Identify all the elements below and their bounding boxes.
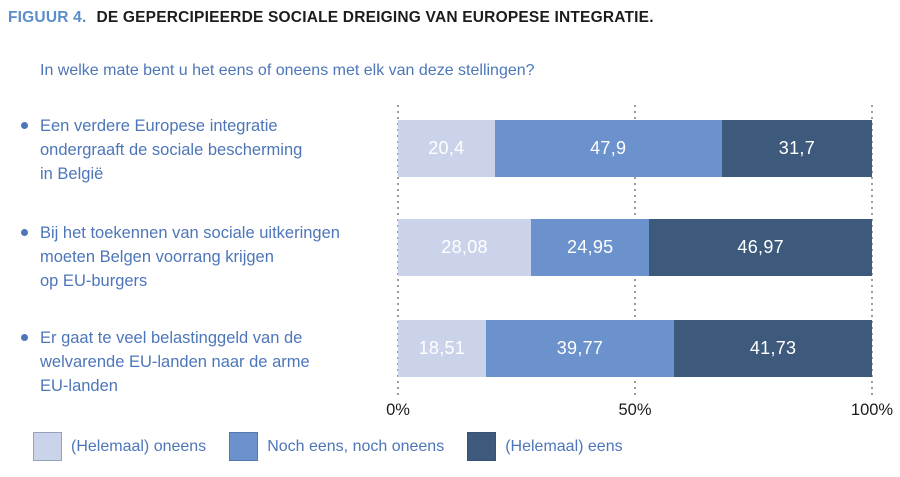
bar-segment: 24,95: [531, 219, 650, 276]
gridline: [871, 105, 873, 398]
stacked-bar-plot-area: 20,4 47,9 31,7 28,08 24,95 46,97 18,51 39,77 41,…: [386, 105, 893, 419]
bar-segment: 20,4: [398, 120, 495, 177]
statement-labels: Een verdere Europese integratie ondergra…: [18, 105, 393, 405]
value-label: 28,08: [441, 237, 488, 257]
bar-segment: 46,97: [649, 219, 872, 276]
statement-label: Een verdere Europese integratie ondergra…: [18, 114, 368, 186]
value-label: 46,97: [737, 237, 784, 257]
value-label: 39,77: [556, 338, 604, 358]
bar-segment: 47,9: [494, 120, 722, 177]
value-label: 41,73: [749, 338, 797, 358]
figure-title: DE GEPERCIPIEERDE SOCIALE DREIGING VAN E…: [96, 9, 654, 26]
legend-swatch: [33, 432, 62, 461]
legend-item: Noch eens, noch oneens: [229, 432, 444, 461]
figure-number-label: FIGUUR 4.: [8, 9, 87, 26]
legend-item: (Helemaal) eens: [467, 432, 623, 461]
chart-legend: (Helemaal) oneens Noch eens, noch oneens (…: [33, 432, 623, 461]
statement-label: Bij het toekennen van sociale uitkeringe…: [18, 221, 368, 293]
bar-segment: 18,51: [398, 320, 486, 377]
value-label: 20,4: [428, 138, 465, 158]
legend-item: (Helemaal) oneens: [33, 432, 206, 461]
legend-label: (Helemaal) oneens: [71, 437, 207, 455]
bar-row: 18,51 39,77 41,73: [398, 320, 872, 377]
survey-question: In welke mate bent u het eens of oneens …: [40, 62, 535, 79]
bar-segment: 28,08: [398, 219, 532, 276]
x-axis-tick: 100%: [850, 401, 894, 419]
x-axis-tick: 0%: [386, 401, 410, 419]
x-axis-tick: 50%: [618, 401, 652, 419]
value-label: 24,95: [566, 237, 614, 257]
bar-segment: 31,7: [721, 120, 873, 177]
value-label: 18,51: [418, 338, 466, 358]
bar-segment: 41,73: [674, 320, 872, 377]
legend-swatch: [229, 432, 259, 461]
legend-label: (Helemaal) eens: [505, 437, 623, 455]
bar-row: 20,4 47,9 31,7: [398, 120, 873, 177]
legend-label: Noch eens, noch oneens: [267, 437, 445, 455]
value-label: 47,9: [590, 138, 627, 158]
bar-segment: 39,77: [485, 320, 675, 377]
legend-swatch: [467, 432, 497, 461]
figure-title-row: FIGUUR 4. DE GEPERCIPIEERDE SOCIALE DREIG…: [8, 9, 654, 27]
bar-row: 28,08 24,95 46,97: [398, 219, 872, 276]
statement-label: Er gaat te veel belastinggeld van de wel…: [18, 326, 368, 398]
value-label: 31,7: [778, 138, 815, 158]
